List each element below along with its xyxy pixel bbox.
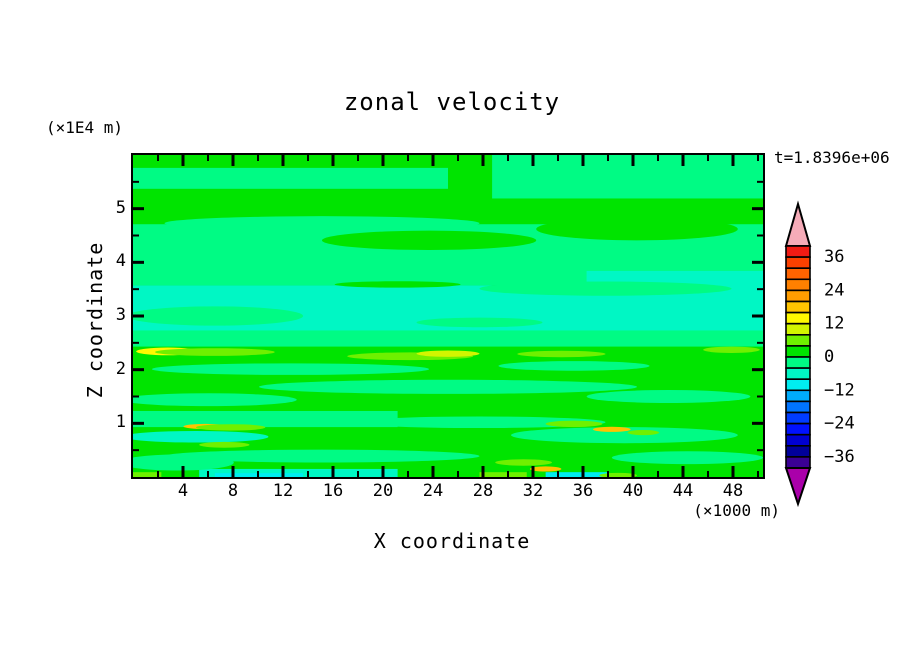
contour-blob: [416, 317, 543, 328]
x-axis-unit-label: (×1000 m): [693, 501, 780, 520]
z-tick-label: 1: [115, 412, 126, 433]
colorbar-over-arrow: [784, 200, 812, 247]
x-tick-label: 24: [422, 481, 444, 501]
colorbar-segment: [785, 456, 811, 469]
colorbar-segment: [785, 422, 811, 436]
chart-title: zonal velocity: [343, 88, 561, 116]
contour-band: [133, 410, 398, 428]
contour-blob: [703, 346, 760, 354]
contour-blob: [290, 172, 417, 182]
colorbar-segment: [785, 378, 811, 392]
time-annotation: t=1.8396e+06: [774, 148, 890, 167]
x-tick-label: 12: [272, 481, 294, 501]
contour-band: [133, 472, 162, 477]
contour-blob: [498, 361, 650, 371]
contour-blob: [416, 350, 480, 357]
colorbar-segment: [785, 322, 811, 336]
contour-blob: [133, 172, 272, 186]
colorbar-segment: [785, 445, 811, 458]
colorbar-under-arrow: [784, 467, 812, 508]
contour-blob: [133, 430, 269, 443]
contour-blob: [627, 429, 660, 436]
colorbar-segment: [785, 256, 811, 269]
colorbar-segment: [785, 356, 811, 369]
colorbar-segment: [785, 334, 811, 347]
z-axis-title: Z coordinate: [83, 241, 107, 399]
colorbar-segment: [785, 411, 811, 425]
contour-blob: [196, 424, 266, 431]
z-tick-label: 3: [115, 305, 126, 325]
contour-blob: [259, 379, 637, 394]
x-tick-label: 28: [472, 481, 494, 501]
contour-blob: [545, 420, 603, 428]
contour-blob: [586, 390, 751, 403]
contour-blob: [479, 281, 732, 296]
z-tick-label: 2: [115, 358, 126, 379]
contour-blob: [592, 426, 631, 432]
colorbar-segment: [785, 245, 811, 258]
contour-blob: [199, 441, 250, 448]
contour-band: [492, 155, 763, 199]
contour-blob: [133, 306, 304, 326]
contour-blob: [322, 230, 537, 250]
contour-field: [133, 155, 763, 477]
colorbar-tick-label: 12: [824, 314, 844, 334]
x-tick-label: 48: [722, 481, 744, 501]
colorbar-tick-label: 0: [824, 347, 834, 367]
x-tick-label: 36: [572, 481, 594, 501]
colorbar-segment: [785, 367, 811, 381]
colorbar-segment: [785, 389, 811, 403]
colorbar-segment: [785, 267, 811, 281]
contour-blob: [511, 427, 738, 444]
colorbar-tick-label: 24: [824, 280, 844, 300]
contour-blob: [133, 393, 297, 407]
contour-blob: [164, 449, 480, 463]
colorbar-segment: [785, 345, 811, 358]
contour-band: [479, 472, 527, 477]
x-axis-title: X coordinate: [373, 529, 531, 553]
axis-ticks: [133, 155, 763, 477]
colorbar-tick-label: −12: [824, 380, 855, 400]
colorbar-segment: [785, 311, 811, 325]
contour-band: [199, 468, 398, 477]
colorbar-segment: [785, 400, 811, 414]
colorbar-tick-label: −36: [824, 447, 855, 467]
contour-blob: [155, 348, 275, 356]
contour-band: [545, 472, 609, 477]
contour-blob: [151, 363, 430, 375]
plot-area: [131, 153, 765, 479]
contour-blob: [529, 466, 562, 472]
x-tick-label: 20: [372, 481, 394, 501]
x-tick-label: 40: [622, 481, 644, 501]
colorbar-segment: [785, 278, 811, 292]
x-tick-label: 8: [227, 481, 239, 501]
contour-blob: [611, 451, 763, 465]
colorbar-tick-label: −24: [824, 414, 855, 434]
x-tick-label: 32: [522, 481, 544, 501]
contour-blob: [495, 459, 552, 466]
contour-blob: [536, 217, 738, 241]
contour-blob: [133, 454, 234, 471]
colorbar-segment: [785, 300, 811, 314]
contour-band: [133, 330, 763, 347]
contour-blob: [517, 350, 606, 358]
colorbar: 36 24 12 0 −12 −24 −36: [784, 200, 855, 508]
contour-blob: [164, 216, 480, 231]
z-axis-unit-label: (×1E4 m): [46, 118, 124, 137]
x-tick-label: 16: [322, 481, 344, 501]
colorbar-segment: [785, 433, 811, 447]
colorbar-segment: [785, 289, 811, 303]
x-tick-label: 4: [177, 481, 189, 501]
z-tick-label: 5: [115, 197, 126, 218]
colorbar-tick-label: 36: [824, 247, 844, 267]
contour-blob: [353, 416, 606, 429]
z-tick-label: 4: [115, 251, 126, 272]
x-tick-label: 44: [672, 481, 694, 501]
contour-blob: [334, 281, 461, 288]
